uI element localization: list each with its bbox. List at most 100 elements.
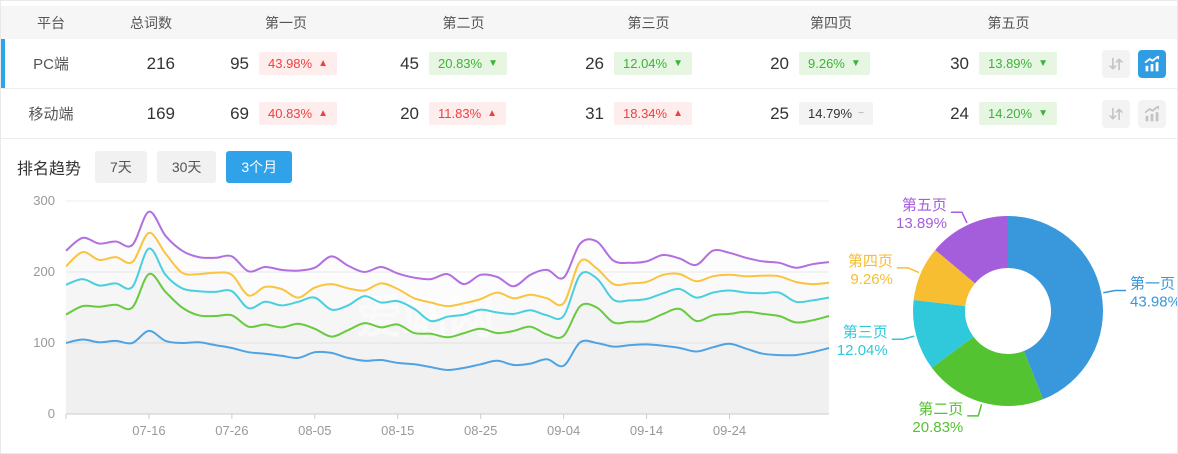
page3-count: 31 [585,103,604,123]
table-row-pc[interactable]: PC端 216 95 43.98% ▲ 45 20.83% ▼ 26 12.04 [1,39,1177,89]
svg-text:200: 200 [33,264,55,279]
row-actions [1096,49,1177,78]
platform-name: PC端 [33,56,69,73]
svg-text:09-04: 09-04 [547,423,580,438]
page4-count: 25 [770,103,789,123]
trend-toolbar: 排名趋势 7天 30天 3个月 [17,151,293,183]
change-arrow-icon: ▲ [318,107,328,119]
page5-change-badge: 14.20% ▼ [979,102,1057,125]
svg-text:第四页: 第四页 [848,252,893,270]
svg-text:08-05: 08-05 [298,423,331,438]
page2-cell: 45 20.83% ▼ [371,52,556,75]
page5-cell: 30 13.89% ▼ [921,52,1096,75]
change-arrow-icon: − [858,107,864,119]
table-header-row: 平台 总词数 第一页 第二页 第三页 第四页 第五页 [1,6,1177,39]
row-actions [1096,99,1177,128]
svg-text:9.26%: 9.26% [850,271,893,288]
platform-name: 移动端 [28,106,74,123]
page5-count: 30 [950,53,969,73]
change-arrow-icon: ▼ [1038,57,1048,69]
change-arrow-icon: ▲ [673,107,683,119]
tab-7days[interactable]: 7天 [95,151,147,183]
sort-button[interactable] [1102,99,1130,128]
page2-count: 45 [400,53,419,73]
page1-count: 95 [230,53,249,73]
page3-count: 26 [585,53,604,73]
page1-change-badge: 43.98% ▲ [259,52,337,75]
svg-text:第二页: 第二页 [918,400,963,418]
tab-30days[interactable]: 30天 [156,151,217,183]
page4-change-badge: 9.26% ▼ [799,52,870,75]
col-header-total: 总词数 [130,14,172,31]
page5-cell: 24 14.20% ▼ [921,102,1096,125]
change-arrow-icon: ▲ [487,107,498,119]
tab-3months[interactable]: 3个月 [226,151,293,183]
trend-chart-icon [1144,55,1160,71]
page3-cell: 31 18.34% ▲ [556,102,741,125]
page5-count: 24 [950,103,969,123]
platform-rank-table: 平台 总词数 第一页 第二页 第三页 第四页 第五页 PC端 216 95 43… [1,6,1177,139]
svg-text:100: 100 [33,335,55,350]
svg-text:13.89%: 13.89% [896,215,947,232]
col-header-page4: 第四页 [810,14,852,31]
svg-text:08-15: 08-15 [381,423,414,438]
page2-count: 20 [400,103,419,123]
page4-cell: 25 14.79% − [741,102,921,125]
page2-cell: 20 11.83% ▲ [371,102,556,125]
page2-change-badge: 11.83% ▲ [429,102,507,125]
svg-text:07-16: 07-16 [132,423,165,438]
page5-change-badge: 13.89% ▼ [979,52,1057,75]
page4-count: 20 [770,53,789,73]
change-percent: 13.89% [988,56,1033,71]
page3-cell: 26 12.04% ▼ [556,52,741,75]
sort-arrows-icon [1109,107,1123,120]
change-percent: 20.83% [438,56,483,71]
change-percent: 43.98% [268,56,313,71]
sort-button[interactable] [1102,49,1130,78]
trend-chart-icon [1144,105,1160,121]
col-header-page5: 第五页 [987,14,1030,31]
page1-change-badge: 40.83% ▲ [259,102,337,125]
total-words: 216 [146,53,175,73]
table-row-mobile[interactable]: 移动端 169 69 40.83% ▲ 20 11.83% ▲ 31 18.34 [1,89,1177,139]
change-arrow-icon: ▼ [488,57,498,69]
change-arrow-icon: ▼ [673,57,683,69]
change-arrow-icon: ▼ [1038,107,1048,119]
trend-title: 排名趋势 [17,161,82,178]
trend-chart-button[interactable] [1138,49,1166,78]
svg-text:07-26: 07-26 [215,423,248,438]
total-words: 169 [146,103,175,123]
change-arrow-icon: ▼ [850,57,861,69]
page1-count: 69 [230,103,249,123]
page2-change-badge: 20.83% ▼ [429,52,507,75]
change-percent: 14.79% [808,106,853,121]
svg-text:09-24: 09-24 [713,423,746,438]
change-percent: 9.26% [808,56,845,71]
svg-text:20.83%: 20.83% [912,419,963,436]
page3-change-badge: 18.34% ▲ [614,102,692,125]
col-header-platform: 平台 [37,14,65,31]
svg-text:300: 300 [33,193,55,208]
svg-text:08-25: 08-25 [464,423,497,438]
page1-cell: 95 43.98% ▲ [201,52,371,75]
svg-text:第五页: 第五页 [902,196,947,214]
col-header-page3: 第三页 [627,14,670,31]
svg-text:12.04%: 12.04% [837,342,888,359]
change-percent: 14.20% [988,106,1033,121]
change-percent: 12.04% [623,56,668,71]
page4-change-badge: 14.79% − [799,102,873,125]
svg-text:第三页: 第三页 [843,323,888,341]
svg-text:第一页: 第一页 [1130,275,1175,293]
trend-chart-button[interactable] [1138,99,1166,128]
sort-arrows-icon [1109,57,1123,70]
page4-cell: 20 9.26% ▼ [741,52,921,75]
page3-change-badge: 12.04% ▼ [614,52,692,75]
col-header-page2: 第二页 [442,14,485,31]
change-percent: 40.83% [268,106,313,121]
svg-text:09-14: 09-14 [630,423,663,438]
page1-cell: 69 40.83% ▲ [201,102,371,125]
svg-text:43.98%: 43.98% [1130,294,1178,311]
